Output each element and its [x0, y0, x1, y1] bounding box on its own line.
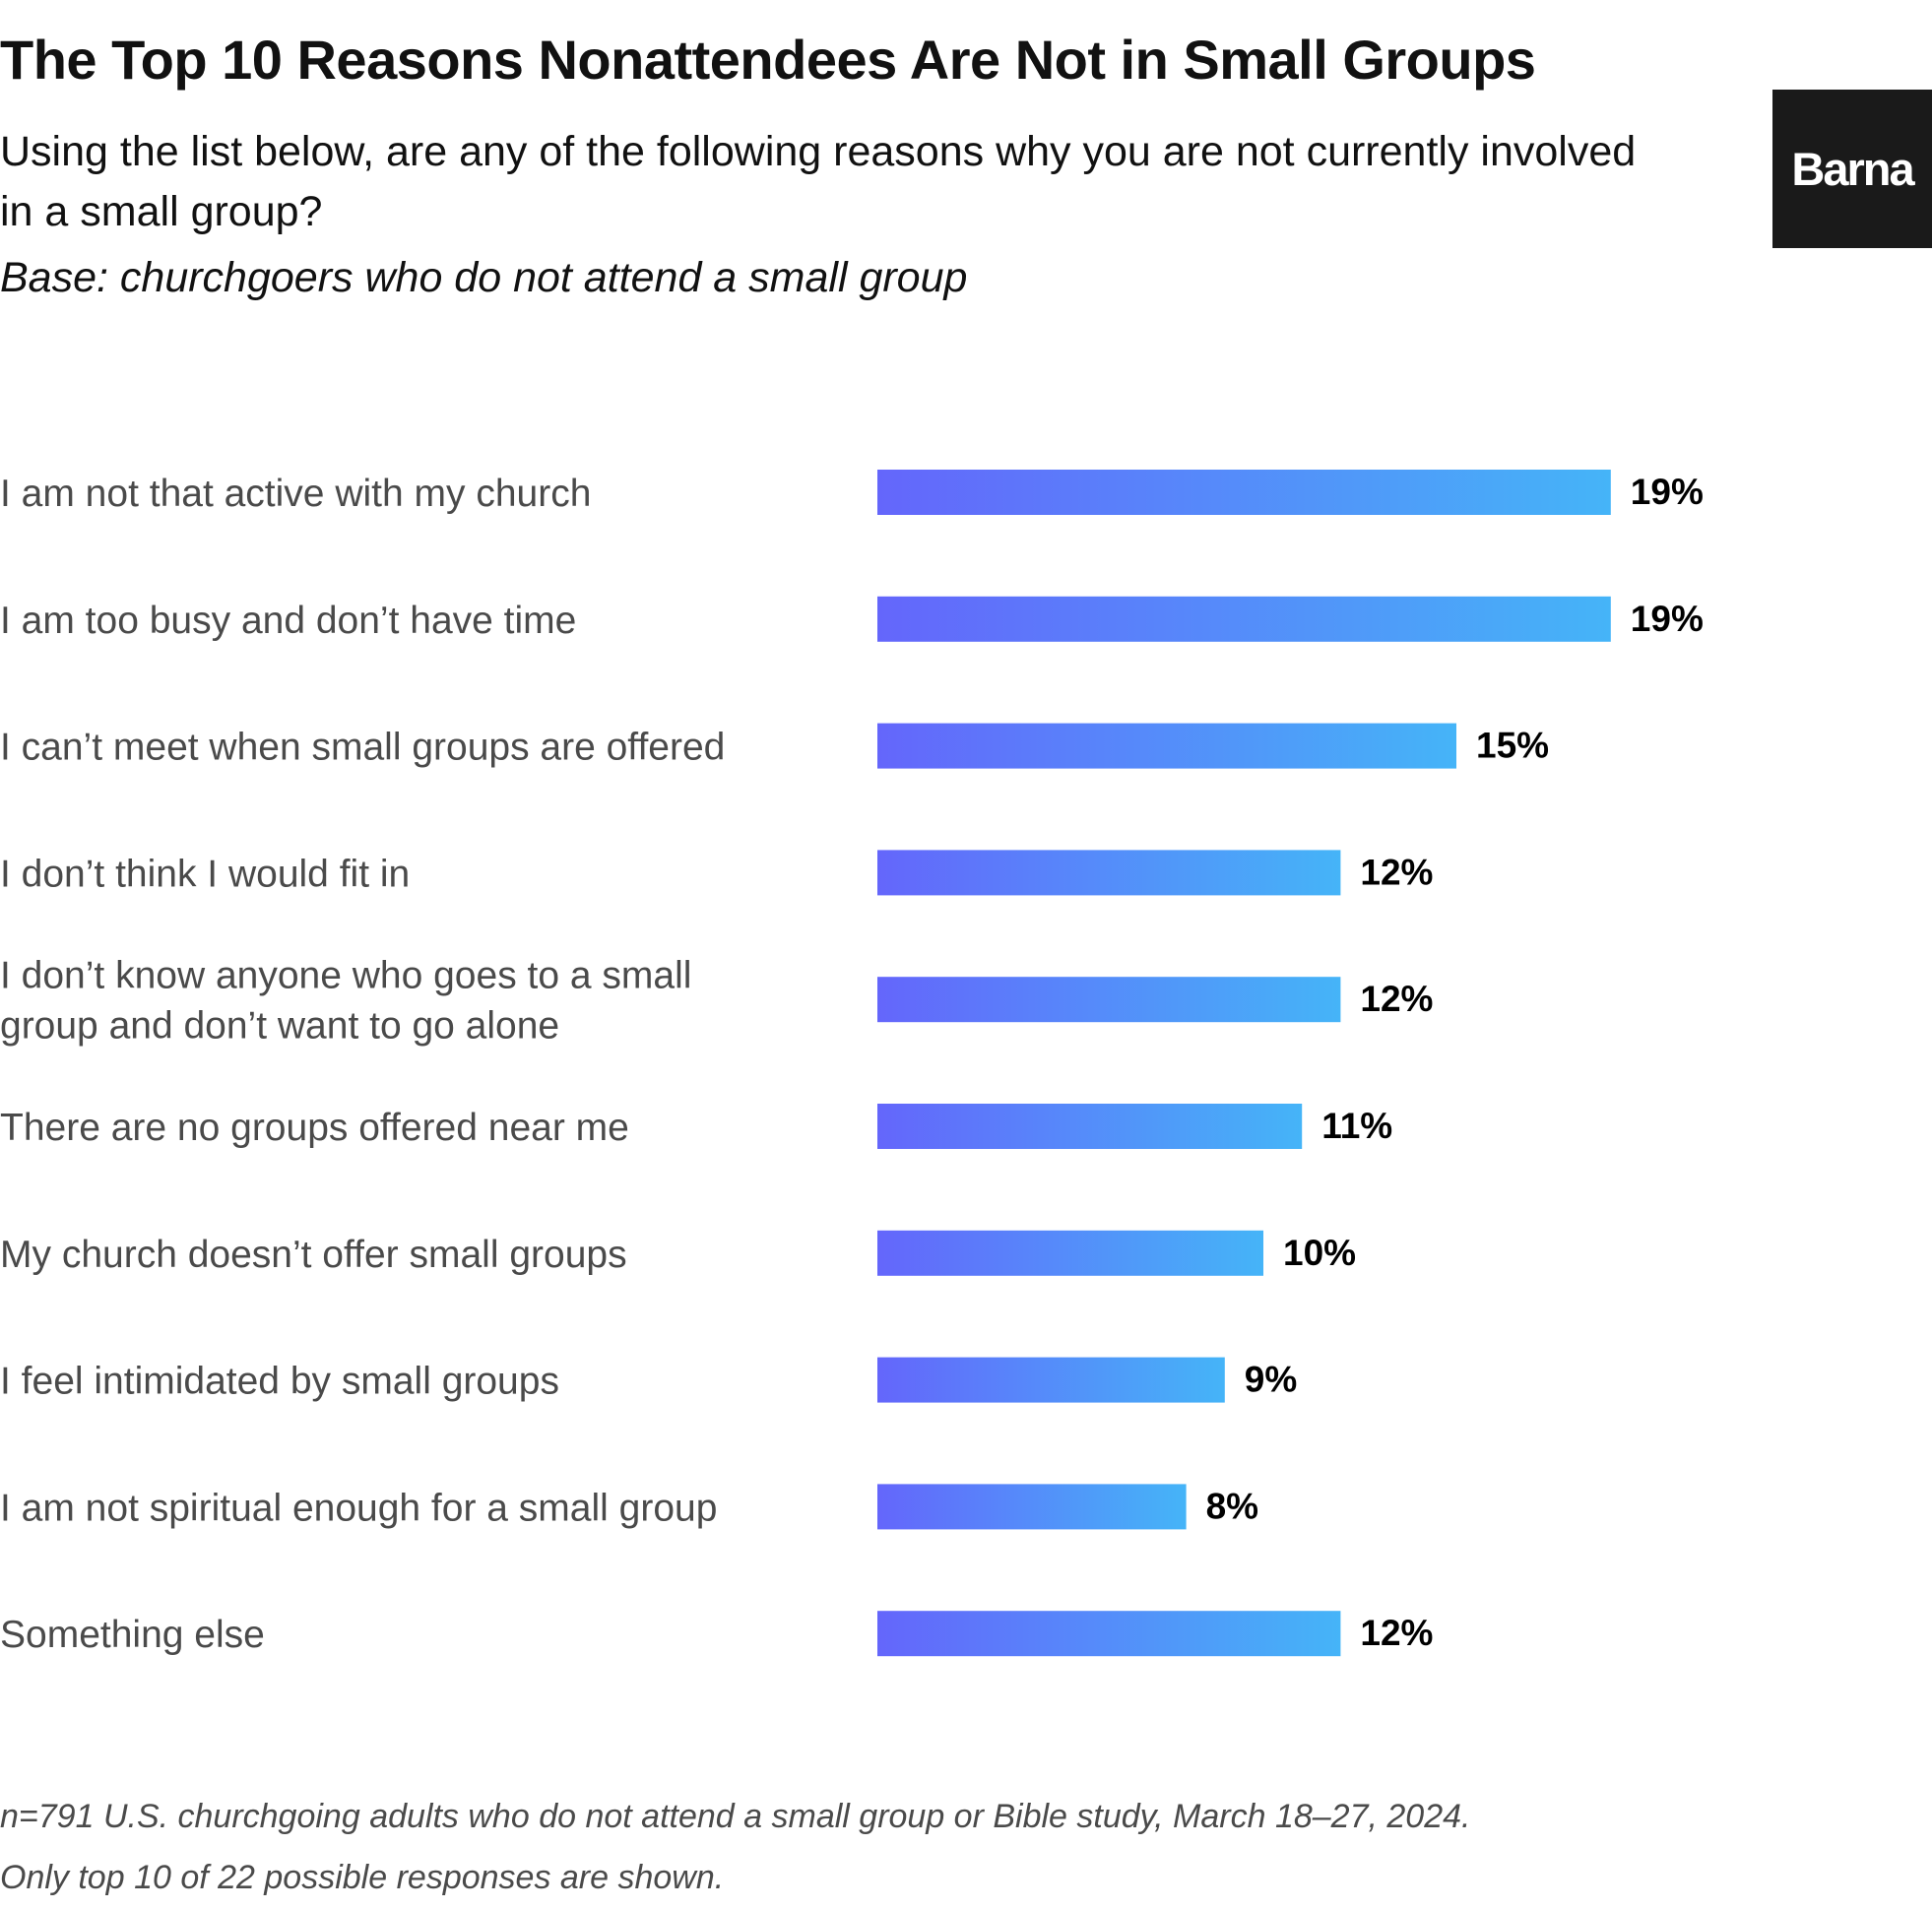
barna-logo: Barna	[1772, 90, 1932, 248]
value-label: 15%	[1476, 726, 1549, 766]
value-label: 10%	[1283, 1233, 1356, 1273]
logo-text: Barna	[1791, 143, 1914, 195]
category-label: I am not that active with my church	[0, 473, 591, 515]
bar	[877, 1484, 1187, 1530]
value-label: 8%	[1206, 1486, 1258, 1526]
category-label: My church doesn’t offer small groups	[0, 1234, 627, 1276]
bars-layer: I am not that active with my church 19% I …	[0, 470, 1704, 1657]
value-label: 12%	[1360, 979, 1433, 1019]
value-label: 12%	[1360, 1613, 1433, 1653]
bar	[877, 1357, 1225, 1403]
bar	[877, 596, 1611, 642]
bar	[877, 1230, 1263, 1276]
survey-question: Using the list below, are any of the fol…	[0, 128, 1637, 235]
value-label: 19%	[1631, 599, 1704, 639]
value-label: 19%	[1631, 472, 1704, 512]
value-label: 9%	[1245, 1360, 1297, 1400]
base-note: Base: churchgoers who do not attend a sm…	[0, 254, 968, 301]
bar-chart: I am not that active with my church 19% I …	[0, 470, 1704, 1657]
category-label: I feel intimidated by small groups	[0, 1361, 559, 1403]
bar	[877, 470, 1611, 515]
category-label: I am not spiritual enough for a small gr…	[0, 1487, 717, 1529]
category-label: There are no groups offered near me	[0, 1107, 629, 1149]
category-label: Something else	[0, 1614, 265, 1656]
category-label: I don’t know anyone who goes to a small g…	[0, 955, 691, 1048]
category-label: I can’t meet when small groups are offer…	[0, 727, 725, 769]
bar	[877, 1104, 1303, 1149]
footnote-responses: Only top 10 of 22 possible responses are…	[0, 1859, 725, 1896]
value-label: 11%	[1321, 1106, 1392, 1146]
bar	[877, 977, 1341, 1023]
value-label: 12%	[1360, 852, 1433, 892]
footnote-sample: n=791 U.S. churchgoing adults who do not…	[0, 1798, 1471, 1835]
bar	[877, 850, 1341, 896]
chart-title: The Top 10 Reasons Nonattendees Are Not …	[0, 29, 1536, 91]
bar	[877, 1611, 1341, 1657]
category-label: I don’t think I would fit in	[0, 853, 410, 895]
bar	[877, 723, 1456, 769]
category-label: I am too busy and don’t have time	[0, 600, 576, 642]
